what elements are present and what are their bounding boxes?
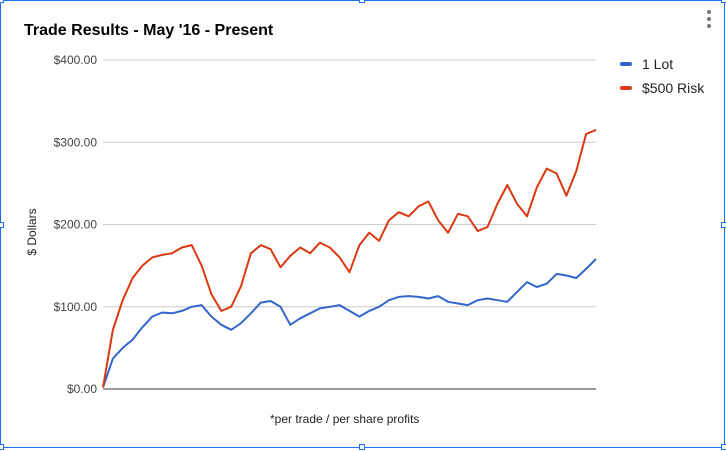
legend-item-500-risk[interactable]: $500 Risk bbox=[620, 76, 704, 100]
resize-handle-middle-left[interactable] bbox=[0, 222, 4, 228]
menu-dot-icon bbox=[707, 24, 711, 28]
y-tick-label: $100.00 bbox=[54, 300, 98, 314]
gridlines bbox=[103, 59, 596, 308]
legend-label-1-lot: 1 Lot bbox=[642, 56, 674, 72]
resize-handle-middle-right[interactable] bbox=[721, 222, 726, 228]
y-tick-label: $400.00 bbox=[54, 53, 98, 67]
resize-handle-bottom-left[interactable] bbox=[0, 444, 4, 450]
series-line-1-lot[interactable] bbox=[102, 258, 597, 388]
menu-dot-icon bbox=[707, 10, 711, 14]
legend-label-500-risk: $500 Risk bbox=[642, 80, 705, 96]
x-axis-footnote: *per trade / per share profits bbox=[270, 412, 420, 426]
chart-title: Trade Results - May '16 - Present bbox=[24, 22, 274, 39]
legend-swatch-500-risk bbox=[620, 86, 632, 90]
resize-handle-bottom-right[interactable] bbox=[721, 444, 726, 450]
resize-handle-top-left[interactable] bbox=[0, 0, 4, 3]
resize-handle-top-center[interactable] bbox=[359, 0, 365, 3]
y-tick-label: $200.00 bbox=[54, 218, 98, 232]
menu-dot-icon bbox=[707, 17, 711, 21]
resize-handle-top-right[interactable] bbox=[721, 0, 726, 3]
resize-handle-bottom-center[interactable] bbox=[359, 444, 365, 450]
legend: 1 Lot $500 Risk bbox=[620, 52, 704, 100]
chart-menu-button[interactable] bbox=[702, 8, 716, 30]
y-tick-label: $300.00 bbox=[54, 135, 98, 149]
legend-item-1-lot[interactable]: 1 Lot bbox=[620, 52, 704, 76]
series-lines bbox=[102, 128, 597, 388]
y-axis-title: $ Dollars bbox=[25, 208, 39, 255]
legend-swatch-1-lot bbox=[620, 62, 632, 66]
y-tick-label: $0.00 bbox=[67, 382, 97, 396]
series-line-500-risk[interactable] bbox=[102, 128, 597, 388]
y-axis-tick-labels: $0.00 $100.00 $200.00 $300.00 $400.00 bbox=[54, 53, 98, 396]
